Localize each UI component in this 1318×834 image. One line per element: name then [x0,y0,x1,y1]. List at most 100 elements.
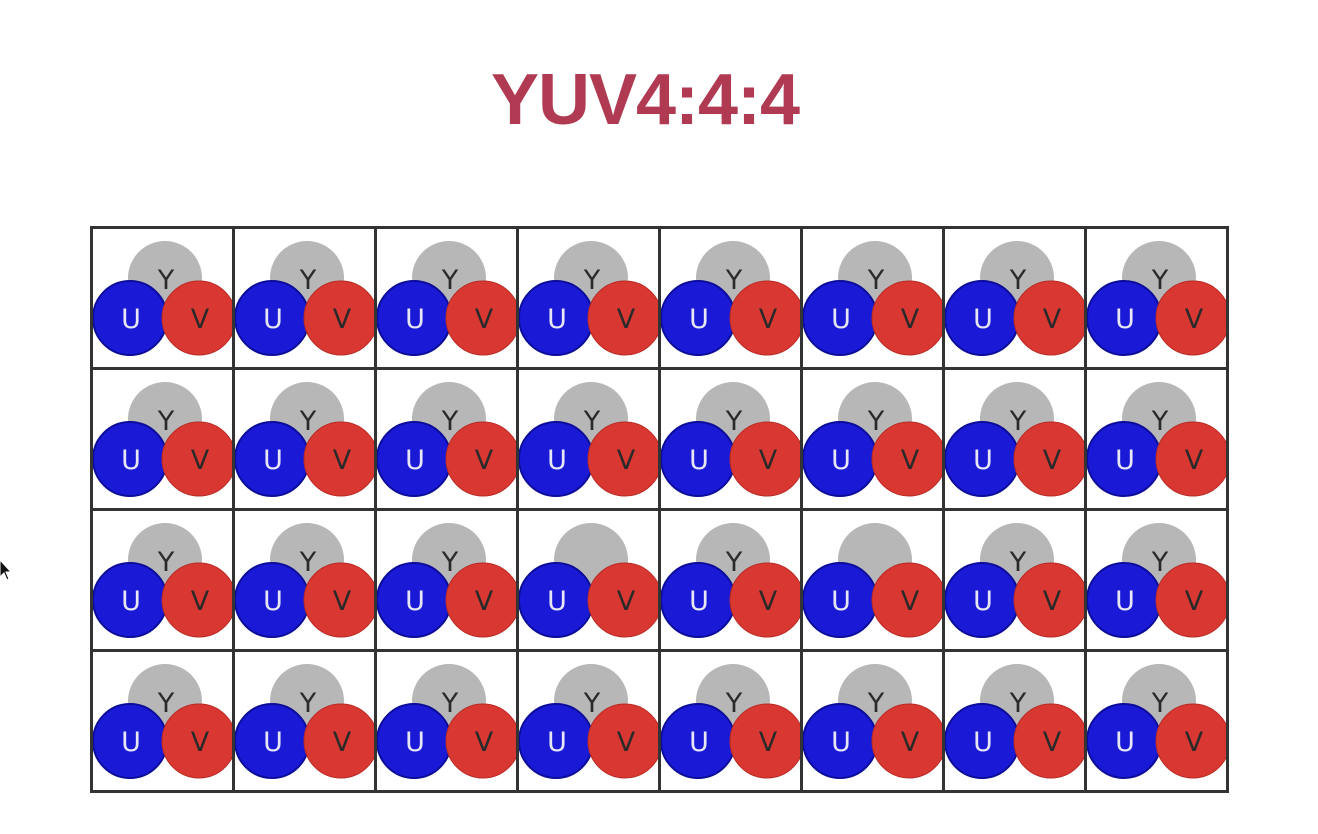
v-sample-circle [1013,562,1084,638]
u-label: U [689,445,709,476]
v-sample-circle [871,562,942,638]
y-label: Y [299,547,317,578]
y-label: Y [299,265,317,296]
v-sample-circle [871,421,942,497]
u-label: U [121,727,141,758]
y-label: Y [725,547,743,578]
v-sample-circle [161,562,232,638]
v-label: V [333,304,352,335]
v-sample-circle [587,703,658,779]
v-sample-circle [1155,421,1226,497]
u-label: U [547,445,567,476]
y-label: Y [1151,406,1169,437]
v-label: V [333,586,352,617]
v-label: V [333,727,352,758]
v-sample-circle [303,280,374,356]
y-label: Y [1009,406,1027,437]
v-sample-circle [161,280,232,356]
y-label: Y [157,688,175,719]
v-label: V [191,727,210,758]
v-label: V [475,445,494,476]
v-sample-circle [871,703,942,779]
v-label: V [901,586,920,617]
u-label: U [689,727,709,758]
v-sample-circle [729,421,800,497]
v-sample-circle [161,421,232,497]
u-label: U [973,304,993,335]
u-label: U [263,304,283,335]
u-label: U [405,586,425,617]
v-sample-circle [587,421,658,497]
y-label: Y [441,547,459,578]
v-label: V [617,586,636,617]
v-sample-circle [587,280,658,356]
v-label: V [617,727,636,758]
u-label: U [263,727,283,758]
u-label: U [121,304,141,335]
v-label: V [617,304,636,335]
v-sample-circle [587,562,658,638]
v-sample-circle [445,280,516,356]
v-sample-circle [445,562,516,638]
v-sample-circle [1155,562,1226,638]
y-label: Y [583,265,601,296]
u-label: U [831,586,851,617]
v-label: V [191,304,210,335]
v-label: V [759,445,778,476]
v-label: V [759,727,778,758]
v-label: V [475,304,494,335]
y-label: Y [299,406,317,437]
v-label: V [617,445,636,476]
u-label: U [689,304,709,335]
y-label: Y [867,688,885,719]
v-label: V [191,445,210,476]
mouse-cursor-icon [0,560,12,581]
u-label: U [1115,586,1135,617]
v-label: V [1185,586,1204,617]
v-sample-circle [729,703,800,779]
y-label: Y [441,688,459,719]
y-label: Y [725,265,743,296]
y-label: Y [867,406,885,437]
u-label: U [547,586,567,617]
v-label: V [901,304,920,335]
page-title: YUV4:4:4 [490,60,800,140]
u-label: U [121,586,141,617]
u-label: U [831,304,851,335]
v-sample-circle [303,562,374,638]
v-sample-circle [445,703,516,779]
v-label: V [1185,727,1204,758]
v-sample-circle [729,280,800,356]
v-label: V [901,445,920,476]
y-label: Y [583,406,601,437]
u-label: U [831,445,851,476]
v-sample-circle [1155,703,1226,779]
y-label: Y [725,688,743,719]
v-label: V [759,304,778,335]
u-label: U [263,445,283,476]
u-label: U [547,304,567,335]
y-label: Y [441,406,459,437]
